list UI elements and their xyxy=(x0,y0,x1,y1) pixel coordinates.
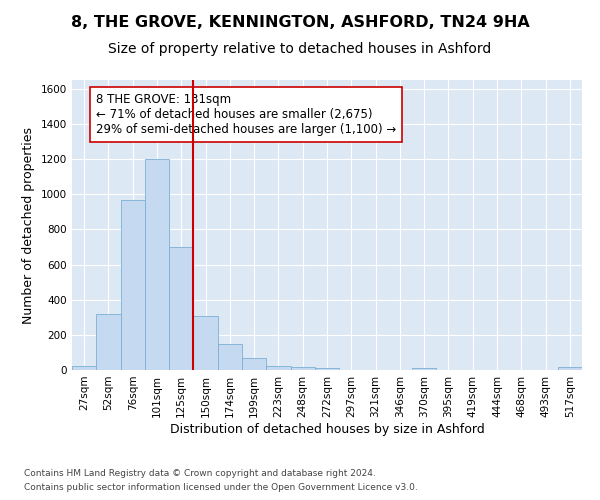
Bar xyxy=(266,366,290,370)
Text: 8 THE GROVE: 131sqm
← 71% of detached houses are smaller (2,675)
29% of semi-det: 8 THE GROVE: 131sqm ← 71% of detached ho… xyxy=(96,93,397,136)
Bar xyxy=(121,200,145,370)
Bar xyxy=(72,366,96,370)
Bar xyxy=(412,368,436,370)
Text: 8, THE GROVE, KENNINGTON, ASHFORD, TN24 9HA: 8, THE GROVE, KENNINGTON, ASHFORD, TN24 … xyxy=(71,15,529,30)
Bar xyxy=(218,344,242,370)
Text: Size of property relative to detached houses in Ashford: Size of property relative to detached ho… xyxy=(109,42,491,56)
Bar xyxy=(315,368,339,370)
Bar xyxy=(145,159,169,370)
Bar xyxy=(96,314,121,370)
X-axis label: Distribution of detached houses by size in Ashford: Distribution of detached houses by size … xyxy=(170,422,484,436)
Bar xyxy=(169,247,193,370)
Bar xyxy=(242,358,266,370)
Bar xyxy=(558,368,582,370)
Bar xyxy=(193,316,218,370)
Text: Contains public sector information licensed under the Open Government Licence v3: Contains public sector information licen… xyxy=(24,484,418,492)
Bar xyxy=(290,368,315,370)
Text: Contains HM Land Registry data © Crown copyright and database right 2024.: Contains HM Land Registry data © Crown c… xyxy=(24,468,376,477)
Y-axis label: Number of detached properties: Number of detached properties xyxy=(22,126,35,324)
